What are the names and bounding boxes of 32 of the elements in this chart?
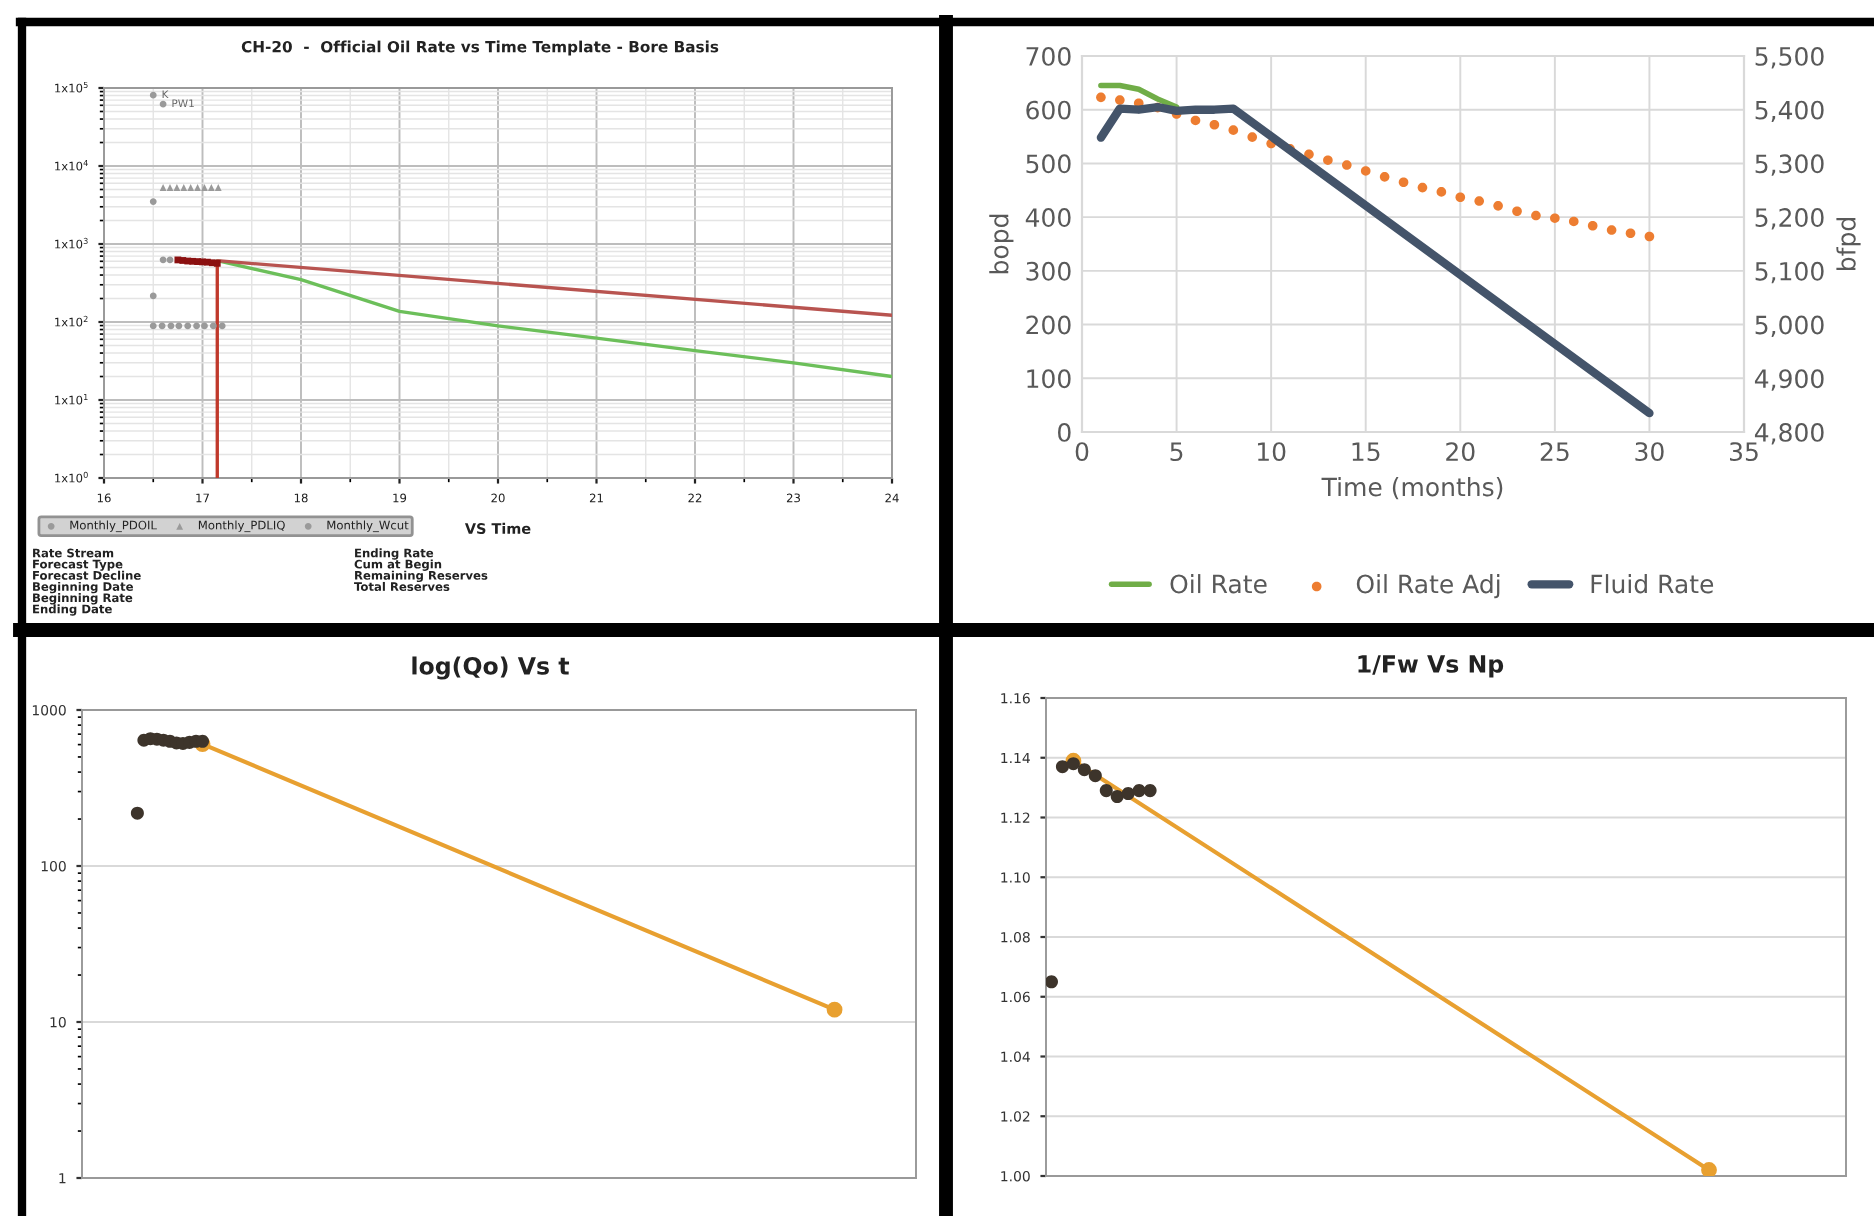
y2-tick-label: 5,400 bbox=[1755, 100, 1824, 123]
x-tick-label: 5 bbox=[1170, 442, 1183, 462]
x-tick-label: 35 bbox=[1730, 442, 1758, 462]
y-tick-label: 300 bbox=[1026, 261, 1071, 281]
y-tick-label: 0 bbox=[1058, 422, 1071, 442]
x-tick-label: 25 bbox=[1540, 442, 1569, 462]
y2-tick-label: 5,500 bbox=[1755, 46, 1824, 69]
y-tick-label: 400 bbox=[1025, 208, 1071, 227]
legend-label: Fluid Rate bbox=[1591, 574, 1714, 594]
legend-label: Oil Rate bbox=[1170, 574, 1267, 594]
y-tick-label: 600 bbox=[1026, 100, 1071, 120]
x-tick-label: 0 bbox=[1075, 442, 1089, 462]
x-tick-label: 15 bbox=[1352, 442, 1380, 462]
y2-tick-label: 5,000 bbox=[1755, 315, 1824, 337]
y2-axis-title: bfpd bbox=[1836, 218, 1861, 270]
y2-tick-label: 5,100 bbox=[1755, 261, 1824, 284]
x-axis-title: Time (months) bbox=[1321, 477, 1503, 500]
x-tick-label: 10 bbox=[1257, 442, 1286, 462]
chart-title: log(Qo) Vs t bbox=[412, 656, 570, 680]
x-tick-label: 20 bbox=[1446, 442, 1475, 462]
chart-title: 1/Fw Vs Np bbox=[1358, 655, 1504, 678]
y2-tick-label: 4,800 bbox=[1754, 422, 1824, 445]
legend-label: Oil Rate Adj bbox=[1356, 574, 1500, 599]
y-tick-label: 700 bbox=[1026, 46, 1071, 66]
x-tick-label: 30 bbox=[1635, 442, 1664, 462]
y-tick-label: 100 bbox=[1027, 369, 1071, 389]
y2-tick-label: 4,900 bbox=[1754, 369, 1824, 391]
y-tick-label: 500 bbox=[1026, 154, 1071, 174]
y2-tick-label: 5,300 bbox=[1755, 154, 1824, 176]
y2-tick-label: 5,200 bbox=[1755, 208, 1824, 230]
y-tick-label: 200 bbox=[1026, 315, 1071, 335]
y-axis-title: bopd bbox=[989, 214, 1014, 274]
